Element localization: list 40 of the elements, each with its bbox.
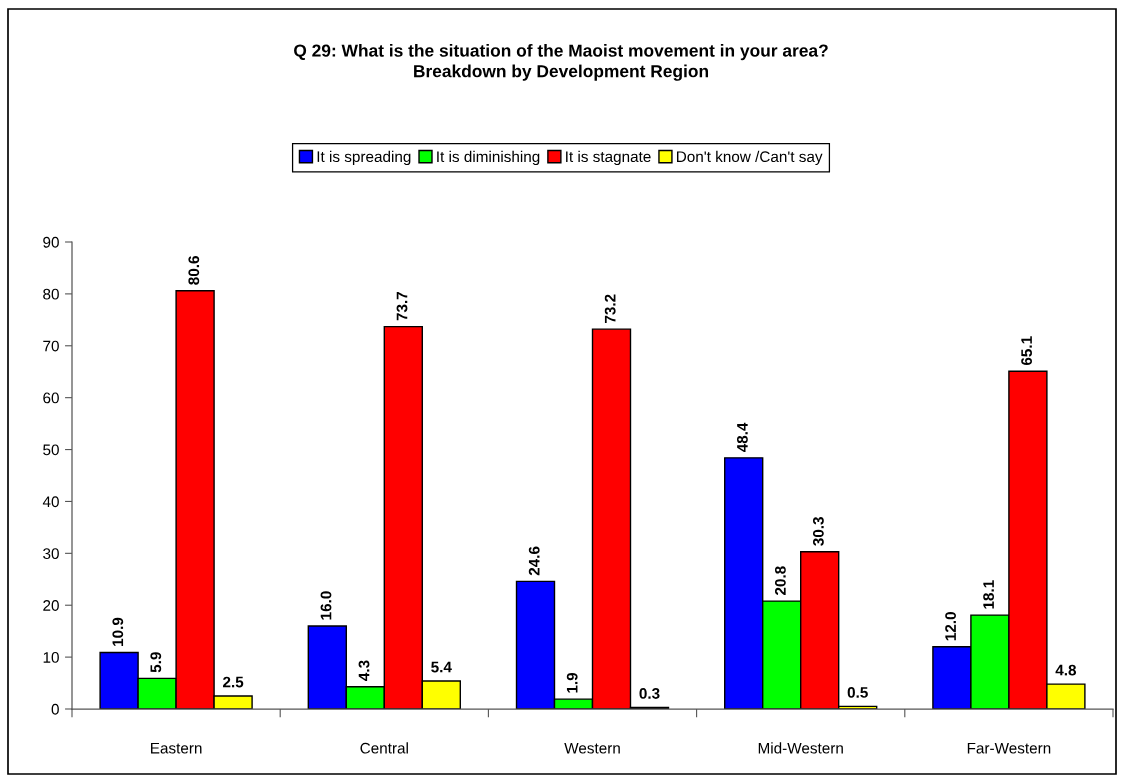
chart-title: Q 29: What is the situation of the Maoist movement in your area? Breakdown by Development Region [294, 44, 828, 81]
data-label: 20.8 [774, 566, 786, 595]
data-label: 18.1 [983, 580, 994, 609]
data-label: 5.9 [150, 652, 162, 673]
legend-label: It is diminishing [437, 150, 540, 166]
y-tick-label: 20 [43, 600, 59, 611]
x-tick-label: Eastern [151, 742, 202, 754]
y-tick-label: 70 [43, 340, 59, 352]
data-label: 4.3 [358, 660, 370, 681]
data-label: 10.9 [112, 617, 124, 646]
data-label: 80.6 [188, 256, 200, 285]
y-tick-label: 10 [43, 651, 59, 663]
data-label: 0.5 [847, 687, 868, 698]
data-label: 16.0 [320, 591, 332, 620]
data-label: 65.1 [1021, 336, 1032, 366]
data-label: 1.9 [566, 672, 578, 693]
y-tick-label: 80 [43, 288, 59, 300]
x-tick-label: Mid-Western [758, 742, 843, 754]
data-label: 12.0 [945, 612, 957, 641]
data-label: 2.5 [223, 676, 244, 688]
data-label: 5.4 [431, 661, 452, 673]
x-tick-label: Far-Western [967, 742, 1051, 754]
data-label: 0.3 [639, 688, 660, 699]
data-label: 24.6 [528, 546, 540, 576]
data-label: 73.2 [604, 294, 616, 323]
y-tick-label: 60 [43, 392, 59, 404]
legend-label: It is stagnate [566, 150, 651, 166]
data-label: 4.8 [1055, 664, 1077, 676]
y-tick-label: 0 [51, 703, 59, 715]
x-tick-label: Central [360, 742, 408, 754]
data-label: 48.4 [736, 422, 748, 453]
data-label: 30.3 [812, 517, 824, 546]
legend-label: It is spreading [317, 150, 411, 166]
x-tick-label: Western [564, 742, 620, 754]
y-tick-label: 40 [42, 496, 59, 508]
data-label: 73.7 [396, 291, 408, 321]
y-tick-label: 50 [43, 444, 59, 456]
y-tick-label: 30 [43, 548, 59, 560]
legend-label: Don't know /Can't say [677, 150, 823, 166]
y-tick-label: 90 [43, 236, 59, 248]
